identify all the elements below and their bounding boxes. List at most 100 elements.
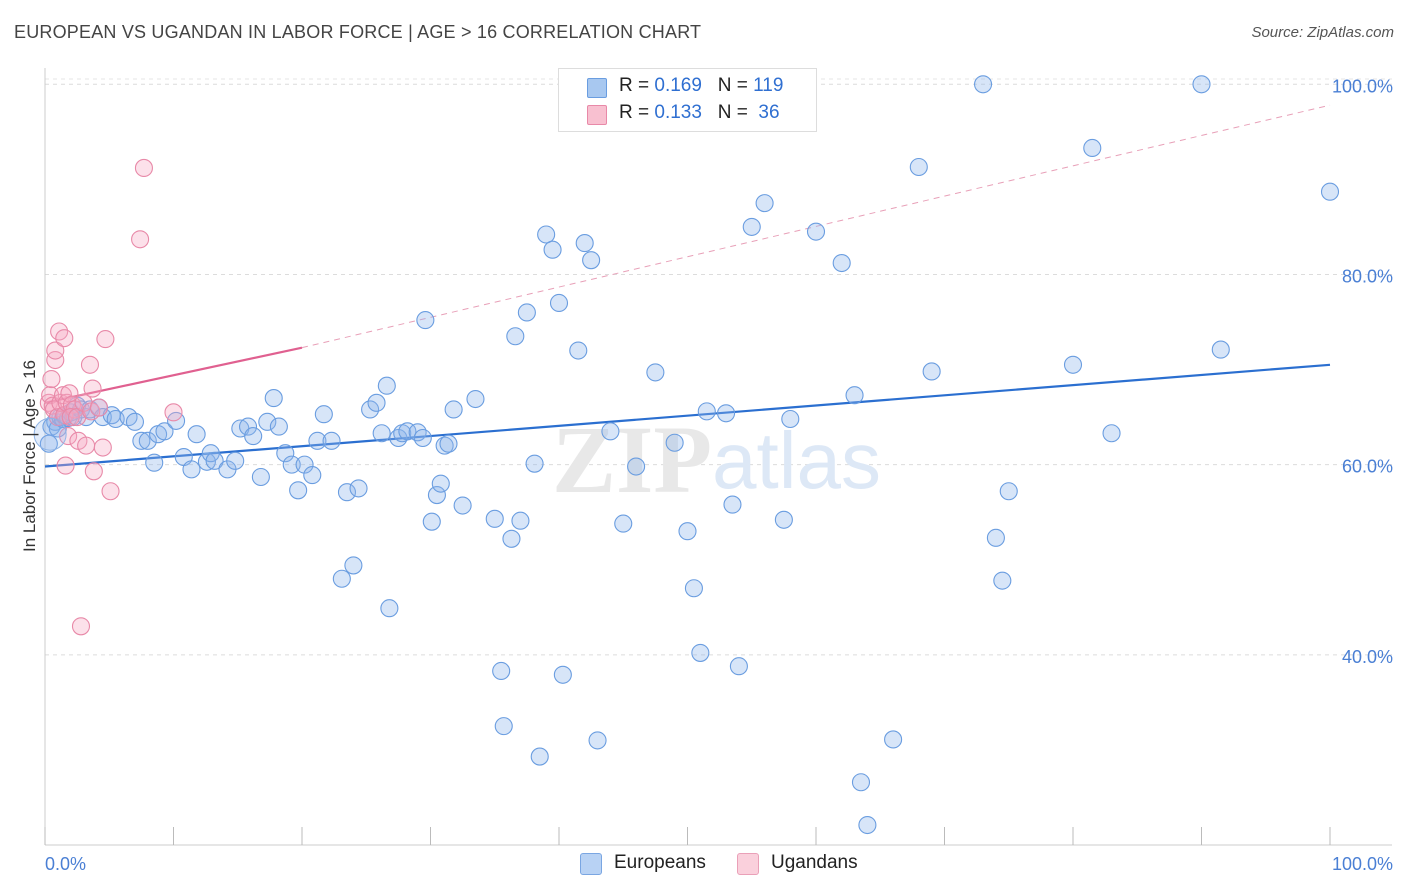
data-point-europeans — [349, 479, 368, 498]
x-tick-label: 100.0% — [1332, 854, 1393, 874]
data-point-europeans — [851, 773, 871, 792]
data-point-europeans — [646, 363, 665, 382]
data-point-europeans — [314, 405, 333, 424]
data-point-ugandans — [71, 617, 91, 636]
data-point-europeans — [485, 509, 504, 528]
data-point-europeans — [588, 731, 607, 750]
data-point-europeans — [678, 522, 697, 541]
data-point-europeans — [537, 225, 556, 244]
data-point-ugandans — [96, 330, 115, 349]
data-point-europeans — [1320, 182, 1340, 201]
data-point-europeans — [361, 400, 380, 419]
data-point-europeans — [665, 433, 684, 452]
data-point-europeans — [1211, 340, 1230, 359]
data-point-europeans — [413, 428, 432, 448]
data-point-europeans — [282, 455, 301, 474]
data-point-europeans — [344, 556, 363, 575]
y-axis-label: In Labor Force | Age > 16 — [20, 360, 39, 552]
watermark-atlas: atlas — [712, 416, 881, 505]
y-tick-label: 40.0% — [1342, 647, 1393, 667]
legend-row-ugandans: R = 0.133 N = 36 — [587, 102, 780, 128]
data-point-ugandans — [41, 386, 60, 405]
data-point-europeans — [431, 474, 450, 493]
data-point-ugandans — [55, 329, 74, 348]
data-point-ugandans — [89, 398, 109, 417]
data-point-ugandans — [48, 408, 67, 427]
data-point-europeans — [549, 293, 569, 313]
data-point-ugandans — [56, 456, 75, 475]
data-point-europeans — [614, 514, 633, 533]
legend-r-value: 0.169 — [654, 75, 702, 96]
legend-n-value: 119 — [753, 75, 784, 96]
data-point-ugandans — [59, 427, 78, 446]
data-point-europeans — [543, 240, 562, 259]
legend-row-europeans: R = 0.169 N = 119 — [587, 75, 783, 101]
data-point-europeans — [416, 311, 435, 330]
legend-r-value: 0.133 — [654, 102, 702, 123]
data-point-europeans — [986, 528, 1005, 547]
data-point-europeans — [308, 431, 327, 450]
data-point-europeans — [1063, 355, 1083, 374]
data-point-europeans — [187, 425, 206, 444]
data-point-ugandans — [83, 379, 102, 398]
data-point-europeans — [774, 510, 793, 529]
data-point-ugandans — [60, 384, 79, 403]
data-point-europeans — [582, 251, 601, 270]
data-point-europeans — [832, 253, 851, 273]
data-point-ugandans — [46, 350, 65, 370]
data-point-europeans — [1192, 75, 1211, 94]
data-point-europeans — [276, 444, 295, 463]
data-point-ugandans — [61, 408, 80, 427]
data-point-europeans — [269, 417, 288, 436]
ugandans-legend-swatch — [737, 853, 759, 875]
y-tick-label: 100.0% — [1332, 76, 1393, 96]
data-point-europeans — [1102, 424, 1121, 443]
data-point-europeans — [601, 422, 620, 441]
data-point-europeans — [145, 453, 164, 472]
data-point-europeans — [155, 422, 174, 441]
data-point-europeans — [453, 496, 472, 515]
data-point-europeans — [781, 409, 800, 429]
data-point-europeans — [502, 529, 521, 548]
legend-r-label: R = — [619, 75, 655, 96]
data-point-europeans — [506, 327, 525, 346]
data-point-europeans — [511, 511, 530, 530]
data-point-ugandans — [93, 438, 112, 457]
data-point-europeans — [627, 457, 646, 476]
data-point-ugandans — [46, 341, 65, 360]
y-tick-label: 60.0% — [1342, 457, 1393, 477]
data-point-europeans — [380, 599, 399, 618]
data-point-europeans — [909, 157, 928, 177]
data-point-europeans — [723, 495, 742, 514]
x-tick-label: 0.0% — [45, 854, 86, 874]
data-point-europeans — [205, 451, 224, 470]
data-point-ugandans — [134, 158, 153, 177]
data-point-europeans — [755, 194, 774, 213]
ugandans-swatch — [587, 105, 607, 125]
data-point-europeans — [999, 482, 1018, 501]
data-point-europeans — [993, 571, 1012, 590]
data-point-europeans — [303, 466, 322, 485]
europeans-swatch — [587, 78, 607, 98]
data-point-europeans — [742, 217, 761, 236]
data-point-europeans — [439, 434, 458, 453]
data-point-europeans — [858, 815, 877, 835]
legend-n-label: N = — [717, 75, 754, 96]
data-point-europeans — [408, 423, 427, 442]
data-point-europeans — [973, 75, 993, 94]
data-point-europeans — [289, 481, 308, 500]
data-point-europeans — [517, 303, 536, 322]
data-point-europeans — [492, 661, 511, 681]
data-point-europeans — [258, 412, 277, 431]
data-point-ugandans — [80, 355, 100, 374]
data-point-europeans — [337, 483, 357, 502]
axes — [44, 68, 1392, 846]
tick-labels: 40.0% 60.0% 80.0% 100.0% 0.0% 100.0% — [45, 76, 1393, 874]
data-point-europeans — [427, 486, 446, 505]
data-point-europeans — [422, 512, 441, 531]
data-point-europeans — [553, 665, 572, 684]
data-point-europeans — [697, 402, 716, 421]
data-point-europeans — [922, 362, 941, 381]
data-point-europeans — [575, 234, 594, 253]
